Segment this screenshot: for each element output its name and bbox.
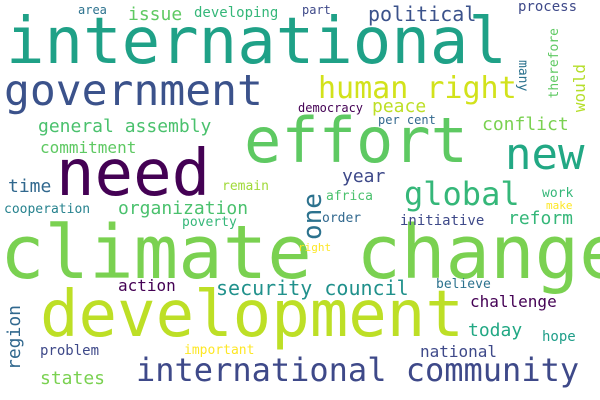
word-effort: effort bbox=[244, 104, 468, 177]
word-organization: organization bbox=[118, 198, 249, 219]
word-human-right: human right bbox=[318, 71, 517, 106]
word-national: national bbox=[420, 342, 498, 361]
word-time: time bbox=[8, 176, 52, 197]
word-year: year bbox=[342, 166, 386, 187]
word-problem: problem bbox=[40, 343, 100, 359]
word-believe: believe bbox=[436, 277, 491, 292]
word-initiative: initiative bbox=[400, 213, 485, 229]
word-issue: issue bbox=[128, 4, 183, 25]
word-africa: africa bbox=[326, 189, 373, 204]
word-one: one bbox=[298, 193, 328, 240]
word-political: political bbox=[368, 2, 477, 26]
word-general-assembly: general assembly bbox=[38, 116, 212, 137]
word-developing: developing bbox=[194, 5, 279, 21]
word-new: new bbox=[505, 129, 585, 180]
word-today: today bbox=[468, 320, 523, 341]
word-cooperation: cooperation bbox=[4, 202, 91, 217]
word-therefore: therefore bbox=[547, 28, 562, 99]
word-conflict: conflict bbox=[482, 114, 569, 135]
word-would: would bbox=[570, 64, 589, 113]
word-process: process bbox=[518, 0, 578, 15]
word-right: right bbox=[298, 241, 332, 254]
word-make: make bbox=[546, 199, 573, 212]
word-poverty: poverty bbox=[182, 215, 237, 230]
word-work: work bbox=[542, 186, 574, 201]
word-region: region bbox=[4, 304, 25, 370]
word-action: action bbox=[118, 276, 176, 295]
word-security-council: security council bbox=[216, 276, 409, 300]
word-government: government bbox=[4, 66, 263, 116]
word-important: important bbox=[184, 343, 255, 358]
word-development: development bbox=[40, 278, 464, 352]
word-remain: remain bbox=[222, 179, 269, 194]
word-part: part bbox=[302, 3, 331, 17]
word-many: many bbox=[515, 60, 530, 92]
word-international: international bbox=[6, 5, 507, 79]
word-global: global bbox=[404, 175, 520, 213]
word-hope: hope bbox=[542, 329, 576, 345]
word-area: area bbox=[78, 3, 107, 17]
word-international-community: international community bbox=[136, 351, 580, 389]
word-peace: peace bbox=[372, 96, 427, 117]
word-need: need bbox=[56, 137, 211, 211]
word-states: states bbox=[40, 368, 106, 389]
word-order: order bbox=[322, 211, 362, 226]
word-per-cent: per cent bbox=[378, 113, 436, 127]
word-democracy: democracy bbox=[298, 101, 364, 115]
word-commitment: commitment bbox=[40, 138, 137, 157]
word-reform: reform bbox=[508, 208, 574, 229]
word-climate-change: climate change bbox=[0, 210, 600, 296]
word-challenge: challenge bbox=[470, 292, 557, 311]
